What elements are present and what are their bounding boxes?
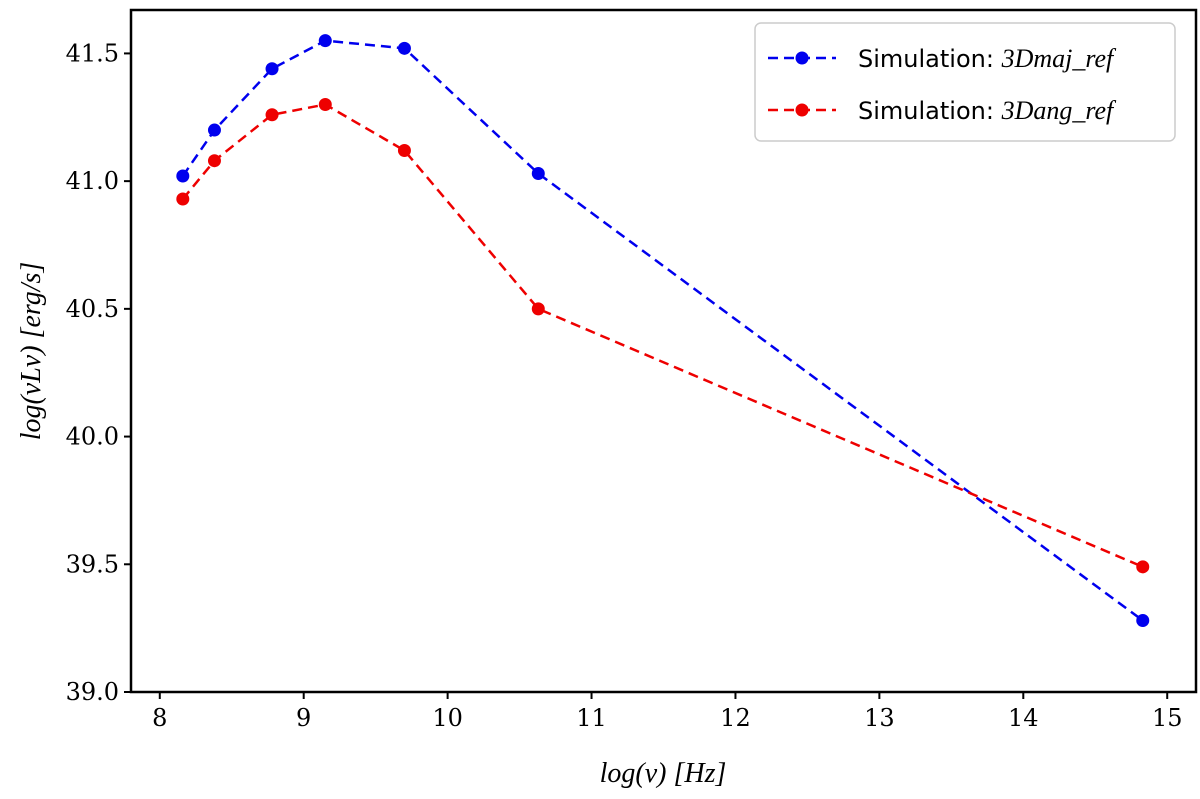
legend-label-1: Simulation: 3Dmaj_ref <box>858 44 1117 73</box>
y-tick-label: 39.0 <box>66 678 119 706</box>
plot-frame <box>129 8 1198 694</box>
y-tick-label: 39.5 <box>66 550 119 578</box>
x-tick-label: 13 <box>864 704 895 732</box>
x-tick-label: 15 <box>1152 704 1183 732</box>
series-2-point <box>207 154 221 168</box>
x-tick-label: 9 <box>296 704 311 732</box>
x-tick-label: 11 <box>576 704 607 732</box>
legend-frame <box>754 22 1176 142</box>
y-tick-label: 40.0 <box>66 423 119 451</box>
x-tick-label: 10 <box>432 704 463 732</box>
series-1-point <box>1136 613 1150 627</box>
legend-label-2: Simulation: 3Dang_ref <box>858 96 1117 125</box>
series-2-point <box>265 108 279 122</box>
legend-marker-1 <box>795 51 809 65</box>
series-2-point <box>318 98 332 112</box>
series-2-point <box>531 302 545 316</box>
x-tick-label: 8 <box>152 704 167 732</box>
y-axis-label: log(νLν) [erg/s] <box>16 262 47 441</box>
legend-marker-2 <box>795 103 809 117</box>
y-tick-label: 40.5 <box>66 295 119 323</box>
series-1-point <box>397 41 411 55</box>
x-axis-label: log(ν) [Hz] <box>600 758 727 789</box>
y-axis: 39.0 39.5 40.0 40.5 41.0 41.5 <box>66 39 131 706</box>
x-tick-label: 12 <box>720 704 751 732</box>
series-1-point <box>531 166 545 180</box>
x-axis: 8 9 10 11 12 13 14 15 <box>152 692 1182 732</box>
x-tick-label: 14 <box>1008 704 1039 732</box>
series-1-point <box>265 62 279 76</box>
chart-marks <box>176 34 1150 627</box>
series-1-point <box>207 123 221 137</box>
series-1-point <box>176 169 190 183</box>
legend-entries: Simulation: 3Dmaj_ref Simulation: 3Dang_r… <box>768 44 1117 125</box>
series-2-point <box>176 192 190 206</box>
y-tick-label: 41.5 <box>66 39 119 67</box>
series-line-2 <box>181 103 1144 568</box>
series-1-point <box>318 34 332 48</box>
series-2-point <box>1136 560 1150 574</box>
legend: Simulation: 3Dmaj_ref Simulation: 3Dang_r… <box>754 22 1176 142</box>
y-tick-label: 41.0 <box>66 167 119 195</box>
series-2-point <box>397 143 411 157</box>
